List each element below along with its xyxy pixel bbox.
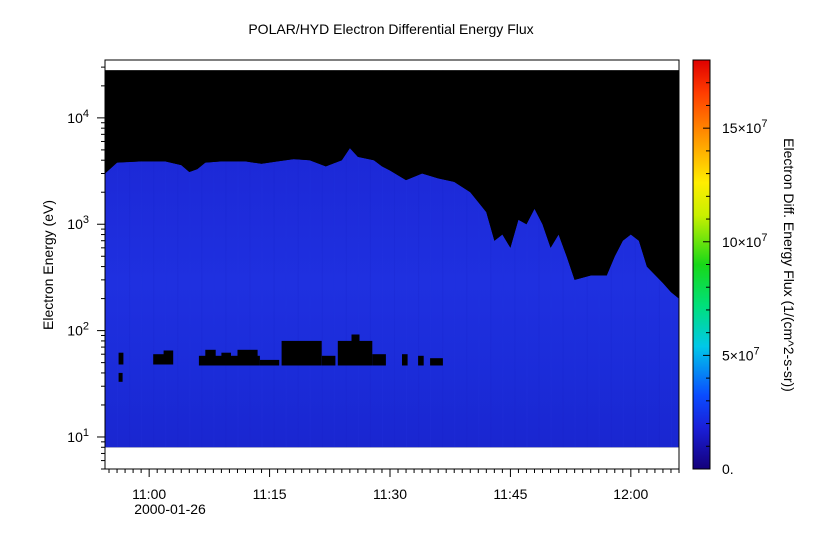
flux-striation xyxy=(261,70,263,448)
low-flux-gap xyxy=(118,352,124,365)
low-flux-gap xyxy=(237,349,258,361)
flux-spectrogram xyxy=(105,70,679,448)
x-tick-label: 11:00 xyxy=(132,486,166,502)
flux-striation xyxy=(153,70,155,448)
x-axis: 11:00 11:15 11:30 11:45 12:00 xyxy=(108,469,680,502)
flux-striation xyxy=(634,70,636,448)
plot-area xyxy=(104,59,680,470)
flux-striation xyxy=(345,70,347,448)
flux-striation xyxy=(237,70,239,448)
low-flux-gap xyxy=(163,350,174,365)
flux-striation xyxy=(321,70,323,448)
flux-striation xyxy=(189,70,191,448)
x-tick-label: 12:00 xyxy=(613,486,648,502)
zero-flux-cap xyxy=(105,70,679,299)
flux-striation xyxy=(406,70,407,448)
y-tick-label: 102 xyxy=(67,321,89,339)
plot-frame xyxy=(104,59,680,470)
flux-striation xyxy=(117,70,118,448)
low-flux-gap xyxy=(430,358,443,366)
flux-striation xyxy=(177,70,179,448)
flux-striation xyxy=(225,70,227,448)
low-flux-gap xyxy=(118,372,123,382)
flux-striation xyxy=(454,70,456,448)
colorbar: 0. 5×107 10×107 15×107 xyxy=(692,59,767,477)
flux-striation xyxy=(382,70,383,448)
flux-striation xyxy=(333,70,335,448)
flux-striation xyxy=(141,70,143,448)
colorbar-tick-label: 10×107 xyxy=(722,232,767,250)
flux-striation xyxy=(430,70,432,448)
colorbar-tick-label: 5×107 xyxy=(722,345,760,363)
low-flux-gap xyxy=(221,352,231,361)
low-flux-gap xyxy=(337,340,373,366)
flux-striation xyxy=(249,70,251,448)
low-flux-gap xyxy=(351,334,360,344)
x-axis-date-label: 2000-01-26 xyxy=(134,501,206,517)
low-flux-gap xyxy=(418,355,424,366)
flux-striation xyxy=(369,70,371,448)
colorbar-ticks: 0. 5×107 10×107 15×107 xyxy=(703,59,767,477)
y-axis: 101 102 103 104 xyxy=(67,66,105,470)
flux-striation xyxy=(550,70,552,448)
flux-striation xyxy=(297,70,299,448)
y-tick-label: 104 xyxy=(67,108,89,126)
low-flux-gap xyxy=(321,355,336,366)
flux-striation xyxy=(418,70,420,448)
flux-striation xyxy=(309,70,311,448)
flux-striation xyxy=(357,70,359,448)
flux-striation xyxy=(442,70,444,448)
flux-region xyxy=(105,148,679,448)
x-tick-label: 11:45 xyxy=(493,486,527,502)
y-axis-label: Electron Energy (eV) xyxy=(40,200,56,330)
x-tick-label: 11:30 xyxy=(373,486,407,502)
flux-striation xyxy=(538,70,540,448)
low-flux-gap xyxy=(402,354,408,366)
flux-striation xyxy=(562,70,564,448)
flux-striation xyxy=(622,70,624,448)
colorbar-tick-label: 15×107 xyxy=(722,118,767,136)
flux-striation xyxy=(514,70,516,448)
y-tick-label: 103 xyxy=(67,214,89,232)
x-tick-label: 11:15 xyxy=(253,486,287,502)
low-flux-gap xyxy=(259,359,280,366)
flux-striation xyxy=(490,70,492,448)
colorbar-tick-label: 0. xyxy=(722,461,734,477)
flux-striation xyxy=(129,70,131,448)
low-flux-gap xyxy=(281,340,322,366)
flux-striation xyxy=(273,70,275,448)
flux-striation xyxy=(526,70,528,448)
low-flux-gap xyxy=(205,349,216,361)
flux-striation xyxy=(394,70,395,448)
flux-striation xyxy=(165,70,167,448)
chart-title: POLAR/HYD Electron Differential Energy F… xyxy=(248,21,533,37)
flux-striation xyxy=(201,70,203,448)
flux-striation xyxy=(285,70,287,448)
flux-striation xyxy=(213,70,215,448)
flux-striation xyxy=(478,70,480,448)
low-flux-gap xyxy=(372,354,386,366)
colorbar-label: Electron Diff. Energy Flux (1/(cm^2-s-sr… xyxy=(781,138,797,392)
flux-striation xyxy=(502,70,504,448)
y-tick-label: 101 xyxy=(67,427,89,445)
low-flux-gap xyxy=(153,354,167,365)
flux-striation xyxy=(466,70,468,448)
